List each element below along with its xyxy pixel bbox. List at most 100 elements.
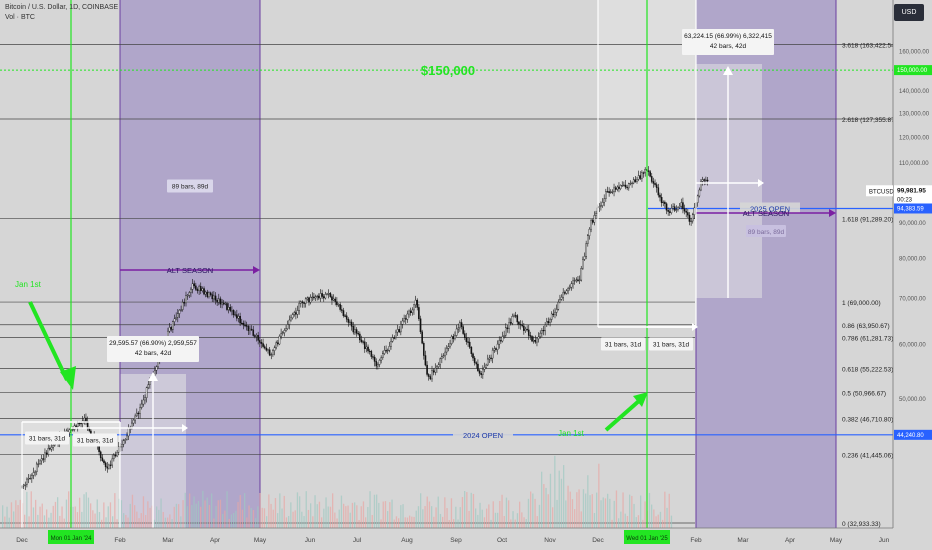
candle-body [103,460,105,464]
candle-body [557,301,560,310]
volume-bar [497,512,499,528]
candle-body [257,335,259,341]
candle-body [250,328,253,331]
volume-bar [479,502,481,528]
volume-bar [378,502,380,528]
rise-head-2024 [148,372,158,381]
alt-arrow-1-head [829,209,836,217]
candle-body [140,403,143,408]
open-2024-badge-bg [894,429,932,440]
candle-body [565,290,568,294]
y-tick-label-4: 120,000.00 [899,135,930,141]
candle-body [677,207,679,210]
candle-body [609,191,612,194]
volume-bar [193,496,195,528]
y-tick-label-6: 90,000.00 [899,221,926,227]
candle-body [424,355,427,366]
volume-bar [574,509,576,528]
open-label-bg-0 [740,202,800,214]
candle-body [101,457,104,461]
volume-bar [369,491,371,528]
candle-body [260,342,263,344]
volume-bar [439,513,442,528]
candle-body [117,446,120,453]
volume-bar [367,507,369,528]
x-tick-label-7: Aug [401,537,413,544]
measure-label-2025-text-0: 63,224.15 (66.99%) 6,322,415 [684,33,772,40]
candle-body [214,295,217,301]
candle-body [98,445,100,453]
currency-button[interactable]: USD [894,4,924,21]
candle-body [459,322,461,329]
volume-bar [118,498,120,528]
candle-body [111,458,113,466]
volume-bar [114,493,116,528]
candle-body [434,367,437,373]
candle-body [83,417,86,422]
target-badge-text-0: 150,000.00 [897,68,928,74]
volume-bar [554,455,556,528]
volume-bar [336,518,338,528]
candle-body [334,298,337,302]
candle-body [313,296,315,299]
volume-bar [558,470,560,528]
candle-body [329,293,332,297]
volume-bar [43,515,46,528]
y-tick-label-5: 110,000.00 [899,161,929,167]
candle-body [455,328,458,336]
candle-body [316,295,319,298]
volume-bar [28,516,30,528]
volume-bar [30,491,32,528]
candle-body [344,315,346,317]
volume-bar [358,519,360,528]
volume-bar [164,517,167,528]
volume-bar [171,519,173,528]
volume-bar [607,493,609,528]
volume-bar [85,492,87,528]
volume-bar [534,498,536,528]
candle-body [365,346,368,349]
candle-body [242,322,245,326]
candle-body [447,346,450,349]
span-label-3-bg [649,337,693,351]
candle-body [122,440,125,445]
candle-body [655,184,658,188]
volume-bar [112,516,114,528]
volume-bar [305,491,307,528]
x-tick-label-5: Jun [305,537,316,544]
volume-bar [237,502,239,528]
y-tick-label-7: 80,000.00 [899,256,926,262]
candle-body [308,297,310,303]
candle-body [683,208,686,212]
volume-bar [142,496,145,528]
volume-label: Vol · BTC [5,14,35,21]
volume-bar [668,493,670,528]
volume-bar [250,507,252,528]
candle-body [22,485,25,487]
volume-bar [87,497,90,528]
volume-bar [664,491,666,528]
volume-bar [582,489,585,528]
volume-bar [68,491,70,528]
candle-body [546,321,548,326]
volume-bar [508,500,510,528]
candle-body [480,373,483,375]
volume-bar [657,514,659,528]
volume-bar [642,519,644,528]
volume-bar [541,471,543,528]
volume-bar [92,510,94,528]
volume-bar [57,497,59,528]
candle-body [486,358,489,366]
candle-body [99,451,102,459]
candle-body [255,335,258,337]
candle-body [578,279,581,282]
volume-bar [501,494,503,528]
volume-bar [442,516,444,528]
candle-body [357,333,360,335]
candle-body [106,466,109,469]
volume-bar [261,507,263,528]
volume-bar [186,506,189,528]
volume-bar [312,516,314,528]
